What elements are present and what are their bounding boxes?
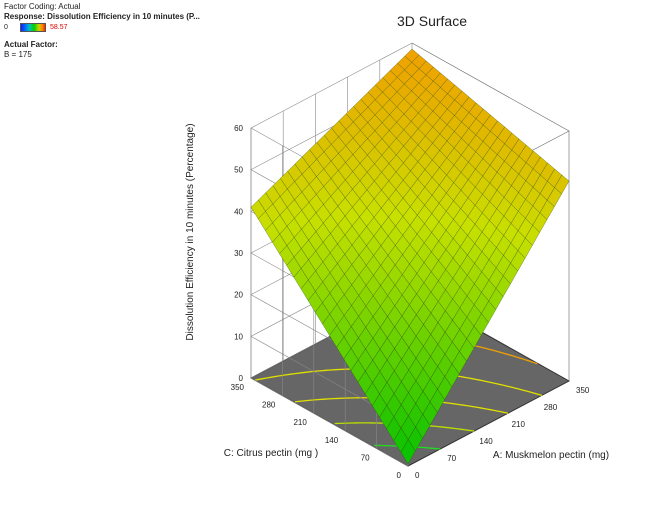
x-tick-label: 210 [512, 420, 526, 429]
y-tick-label: 70 [361, 453, 370, 462]
x-axis-title: A: Muskmelon pectin (mg) [493, 450, 609, 461]
response-label: Response: Dissolution Efficiency in 10 m… [4, 12, 200, 21]
legend-max-label: 58.57 [50, 23, 68, 31]
z-tick-label: 40 [234, 207, 243, 216]
axis-labels: 0102030405060070140210280350070140210280… [185, 123, 609, 480]
z-axis-title: Dissolution Efficiency in 10 minutes (Pe… [185, 123, 196, 340]
y-axis-title: C: Citrus pectin (mg ) [224, 448, 318, 459]
z-tick-label: 0 [239, 374, 244, 383]
z-tick-label: 50 [234, 166, 243, 175]
x-tick-label: 70 [447, 454, 456, 463]
actual-factor-title: Actual Factor: [4, 40, 58, 49]
y-tick-label: 0 [397, 471, 402, 480]
legend-color-bar [20, 22, 46, 32]
legend-min-label: 0 [4, 23, 8, 31]
y-tick-label: 140 [325, 436, 339, 445]
info-panel: Factor Coding: Actual Response: Dissolut… [4, 2, 200, 60]
z-tick-label: 10 [234, 332, 243, 341]
x-tick-label: 140 [479, 437, 493, 446]
color-legend: 0 58.57 [4, 22, 200, 32]
surface-patch [400, 439, 416, 465]
x-tick-label: 280 [544, 403, 558, 412]
z-tick-label: 30 [234, 249, 243, 258]
y-tick-label: 280 [262, 401, 276, 410]
x-tick-label: 0 [415, 471, 420, 480]
z-tick-label: 20 [234, 291, 243, 300]
chart-title: 3D Surface [397, 13, 467, 29]
z-tick-label: 60 [234, 124, 243, 133]
surface-mesh [250, 48, 570, 465]
factor-coding-label: Factor Coding: Actual [4, 2, 81, 11]
x-tick-label: 350 [576, 386, 590, 395]
y-tick-label: 210 [293, 418, 307, 427]
actual-factor-value: B = 175 [4, 50, 32, 59]
y-tick-label: 350 [231, 383, 245, 392]
